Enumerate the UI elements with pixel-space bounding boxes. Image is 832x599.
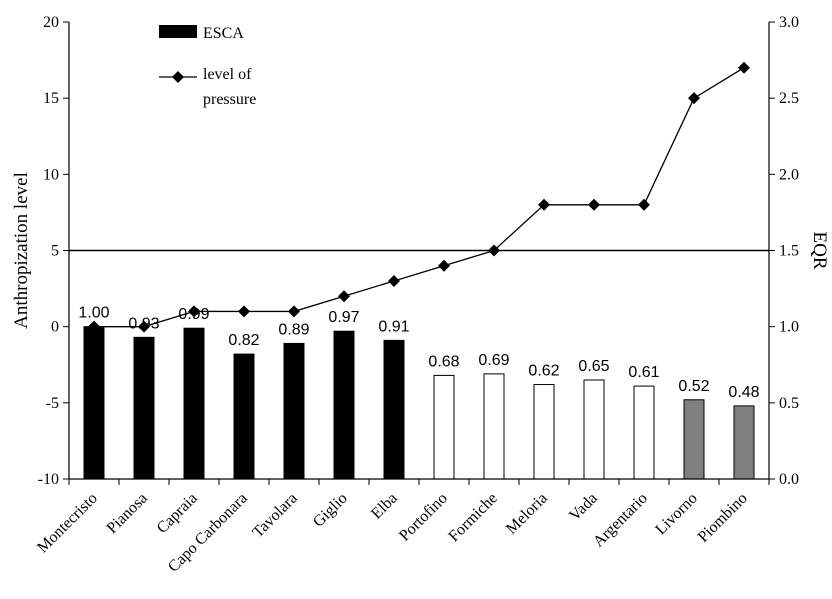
pressure-point (338, 290, 350, 303)
legend-marker-esca (159, 25, 197, 38)
y-tick-label: 0 (51, 319, 59, 336)
x-tick-label: Meloria (503, 490, 551, 538)
bar-argentario (633, 385, 655, 480)
y2-tick-label: 3.0 (779, 14, 799, 31)
bar-formiche (483, 373, 505, 480)
pressure-point (388, 274, 400, 287)
x-tick-label: Montecristo (34, 490, 101, 557)
x-tick-label: Vada (566, 490, 601, 525)
legend: ESCA level of pressure (159, 25, 256, 108)
bar-meloria (533, 384, 555, 480)
bar-value-label: 0.99 (178, 306, 209, 323)
pressure-point (188, 305, 200, 318)
bar-value-label: 0.61 (628, 364, 659, 381)
bar-piombino (733, 405, 755, 480)
bar-capo-carbonara (233, 353, 255, 480)
bar-value-label: 0.89 (278, 321, 309, 338)
bar-capraia (183, 327, 205, 480)
bar-portofino (433, 374, 455, 480)
bar-value-label: 0.65 (578, 358, 609, 375)
pressure-line (94, 67, 745, 328)
bar-value-label: 0.69 (478, 352, 509, 369)
x-tick-label: Piombino (695, 490, 751, 546)
x-tick-label: Pianosa (104, 490, 151, 537)
bar-tavolara (283, 342, 305, 480)
x-tick-label: Formiche (445, 490, 500, 545)
y2-tick-label: 2.0 (779, 166, 799, 183)
legend-label-esca: ESCA (203, 25, 244, 42)
y-tick-label: 5 (51, 243, 59, 260)
pressure-point (588, 198, 600, 211)
bar-pianosa (133, 336, 155, 480)
pressure-point (688, 92, 700, 105)
y2-tick-label: 0.0 (779, 471, 799, 488)
pressure-point (438, 259, 450, 272)
labels-layer: 1.00 0.93 0.99 0.82 0.89 0.97 0.91 0.68 0.69 0.62… (78, 305, 759, 401)
bar-value-label: 0.52 (678, 378, 709, 395)
bar-livorno (683, 399, 705, 480)
x-tick-label: Livorno (652, 490, 700, 538)
pressure-point (88, 320, 100, 333)
pressure-point (138, 320, 150, 333)
x-tick-label: Elba (368, 490, 401, 523)
x-tick-label: Argentario (590, 490, 651, 551)
pressure-point (638, 198, 650, 211)
bar-giglio (333, 330, 355, 480)
bar-value-label: 0.68 (428, 353, 459, 370)
y2-tick-label: 1.0 (779, 319, 799, 336)
y2-tick-label: 0.5 (779, 395, 799, 412)
y-tick-label: 10 (43, 166, 59, 183)
pressure-point (538, 198, 550, 211)
y-tick-label: -5 (46, 395, 59, 412)
y-axis-title: Anthropization level (11, 172, 32, 329)
y2-tick-label: 1.5 (779, 243, 799, 260)
line-layer (88, 61, 750, 333)
x-tick-label: Capraia (154, 490, 201, 537)
y-tick-label: -10 (38, 471, 59, 488)
pressure-point (238, 305, 250, 318)
axes-layer: -10 -5 0 5 10 15 20 0.0 0.5 1.0 1.5 2.0 2.5 3.0 Montec… (34, 14, 799, 576)
bar-value-label: 0.62 (528, 363, 559, 380)
bar-value-label: 0.91 (378, 318, 409, 335)
bar-vada (583, 379, 605, 480)
legend-label-pressure-2: pressure (203, 91, 256, 108)
x-tick-label: Portofino (396, 490, 451, 545)
y-tick-label: 20 (43, 14, 59, 31)
y2-axis-title: EQR (809, 232, 830, 270)
x-tick-label: Tavolara (249, 490, 300, 541)
legend-label-pressure-1: level of (203, 66, 252, 83)
pressure-point (738, 61, 750, 74)
bar-value-label: 0.48 (728, 384, 759, 401)
bar-elba (383, 339, 405, 480)
x-tick-label: Giglio (310, 490, 351, 531)
y2-tick-label: 2.5 (779, 90, 799, 107)
y-tick-label: 15 (43, 90, 59, 107)
bars-layer (83, 326, 755, 480)
bar-value-label: 0.97 (328, 309, 359, 326)
bar-value-label: 0.93 (128, 315, 159, 332)
legend-marker-diamond (172, 71, 184, 83)
pressure-point (288, 305, 300, 318)
bar-value-label: 1.00 (78, 305, 109, 322)
bar-value-label: 0.82 (228, 332, 259, 349)
bar-montecristo (83, 326, 105, 480)
